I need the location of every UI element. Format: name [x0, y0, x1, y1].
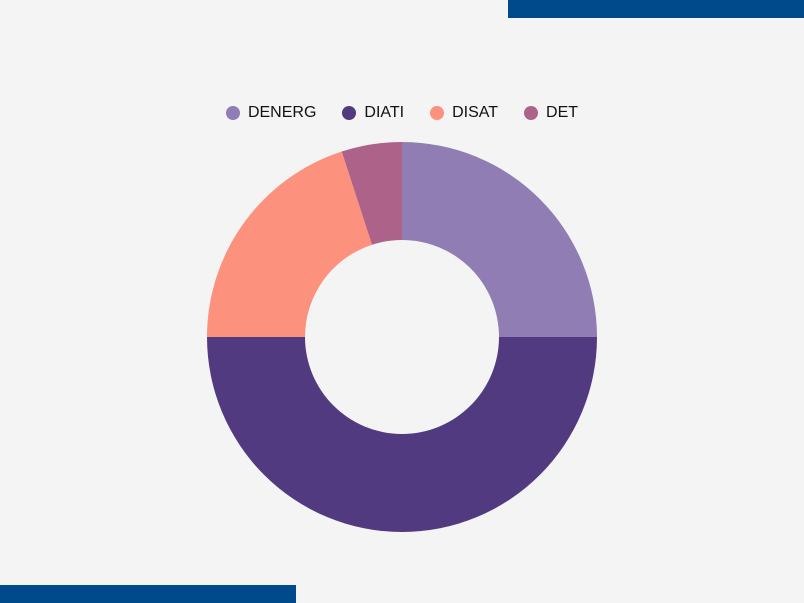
legend-swatch-diati	[342, 106, 357, 120]
legend-item-disat: DISAT	[430, 103, 498, 123]
donut-slice-diati	[207, 337, 597, 532]
legend-swatch-disat	[430, 106, 445, 120]
legend-label-det: DET	[546, 104, 579, 121]
bottom-accent-bar	[0, 585, 296, 603]
legend-item-denerg: DENERG	[225, 103, 317, 123]
chart-legend: DENERG DIATI DISAT DET	[0, 103, 804, 123]
legend-label-diati: DIATI	[364, 104, 405, 121]
legend-swatch-det	[524, 106, 539, 120]
legend-label-disat: DISAT	[452, 104, 499, 121]
legend-swatch-denerg	[225, 106, 240, 120]
donut-slice-denerg	[402, 142, 597, 337]
donut-slice-disat	[207, 151, 373, 337]
legend-label-denerg: DENERG	[247, 104, 317, 121]
legend-item-diati: DIATI	[342, 103, 404, 123]
donut-slice-det	[341, 142, 402, 245]
top-accent-bar	[508, 0, 804, 18]
legend-item-det: DET	[524, 103, 578, 123]
